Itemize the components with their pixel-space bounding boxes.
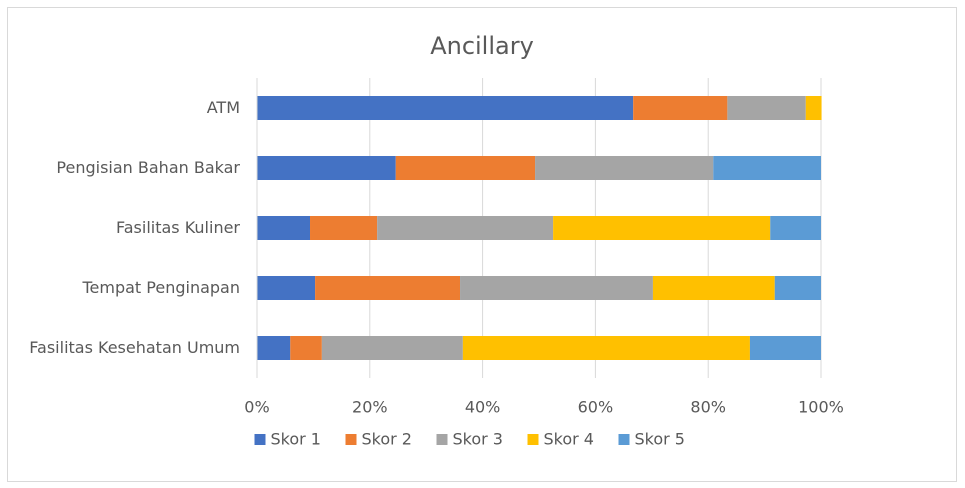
y-tick-label-box: Fasilitas Kuliner — [10, 217, 240, 239]
x-tick-label: 80% — [690, 398, 726, 417]
bar-segment — [749, 336, 821, 360]
y-tick-label: Fasilitas Kesehatan Umum — [29, 338, 240, 357]
bar-segment — [377, 216, 554, 240]
x-tick-label: 60% — [578, 398, 614, 417]
bar-segment — [727, 96, 806, 120]
legend-label: Skor 3 — [453, 430, 503, 449]
y-tick-label: Tempat Penginapan — [82, 278, 240, 297]
bar-segment — [460, 276, 653, 300]
y-tick-label: ATM — [206, 98, 240, 117]
bar-segment — [633, 96, 728, 120]
bar-segment — [257, 336, 291, 360]
legend-label: Skor 5 — [635, 430, 685, 449]
bar-segment — [774, 276, 821, 300]
y-tick-label-box: Tempat Penginapan — [10, 277, 240, 299]
bar-segment — [553, 216, 771, 240]
legend-label: Skor 2 — [362, 430, 412, 449]
bar-segment — [257, 156, 396, 180]
bar-segment — [713, 156, 821, 180]
bar-segment — [315, 276, 461, 300]
x-tick-label: 20% — [352, 398, 388, 417]
legend-label: Skor 4 — [544, 430, 594, 449]
legend-swatch — [345, 434, 357, 445]
bar-segment — [310, 216, 378, 240]
legend-swatch — [436, 434, 448, 445]
legend-swatch — [254, 434, 266, 445]
legend-label: Skor 1 — [271, 430, 321, 449]
chart-title: Ancillary — [430, 32, 534, 60]
bar-segment — [321, 336, 463, 360]
bar-segment — [652, 276, 775, 300]
bar-segment — [462, 336, 750, 360]
bar-segment — [535, 156, 714, 180]
chart-frame — [7, 7, 957, 482]
y-tick-label-box: ATM — [10, 97, 240, 119]
x-tick-label: 40% — [465, 398, 501, 417]
x-tick-label: 100% — [798, 398, 844, 417]
bar-segment — [257, 276, 316, 300]
bar-segment — [805, 96, 822, 120]
y-tick-label-box: Pengisian Bahan Bakar — [10, 157, 240, 179]
bar-segment — [257, 96, 634, 120]
bar-segment — [290, 336, 322, 360]
bar-segment — [770, 216, 821, 240]
y-tick-label-box: Fasilitas Kesehatan Umum — [10, 337, 240, 359]
bar-segment — [395, 156, 536, 180]
y-tick-label: Fasilitas Kuliner — [116, 218, 240, 237]
legend-swatch — [618, 434, 630, 445]
y-tick-label: Pengisian Bahan Bakar — [56, 158, 240, 177]
legend-swatch — [527, 434, 539, 445]
x-tick-label: 0% — [244, 398, 269, 417]
bar-segment — [257, 216, 311, 240]
